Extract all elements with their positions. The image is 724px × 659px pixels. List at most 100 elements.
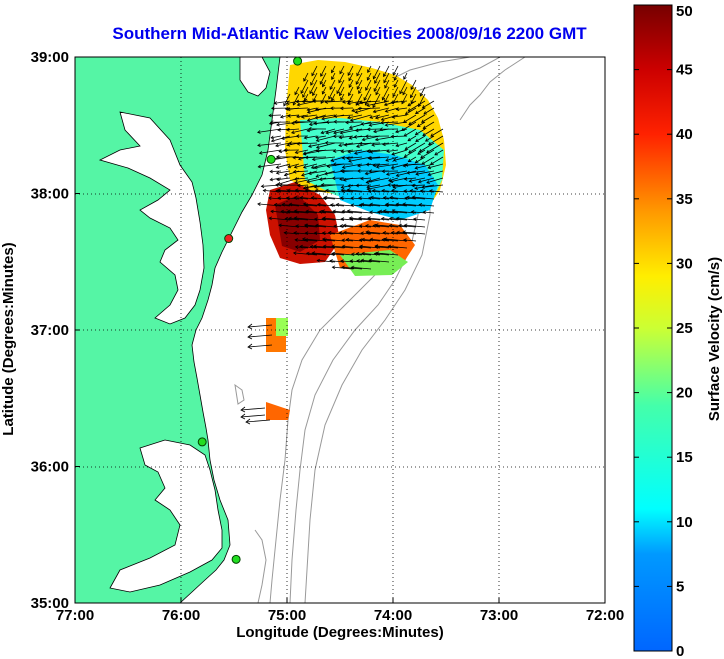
colorbar-tick-label-2: 10 bbox=[676, 514, 693, 531]
velocity-arrow bbox=[381, 218, 399, 221]
grid-lines bbox=[75, 57, 605, 603]
velocity-arrow-head bbox=[315, 174, 320, 178]
velocity-arrow-head bbox=[288, 141, 293, 145]
velocity-arrow bbox=[373, 79, 381, 92]
velocity-arrow-head bbox=[315, 138, 320, 143]
velocity-arrow bbox=[322, 238, 345, 242]
velocity-arrow bbox=[287, 163, 300, 168]
velocity-arrow-head bbox=[374, 115, 379, 120]
velocity-arrow bbox=[338, 72, 345, 83]
velocity-arrow bbox=[270, 210, 291, 214]
velocity-arrow bbox=[342, 190, 354, 193]
velocity-arrow-head bbox=[386, 149, 390, 154]
velocity-arrow-head bbox=[257, 130, 261, 134]
delaware-bay bbox=[239, 57, 271, 97]
velocity-arrow-head bbox=[370, 195, 374, 200]
velocity-arrow-head bbox=[300, 114, 305, 119]
velocity-arrow-head bbox=[329, 259, 333, 263]
velocity-arrow bbox=[321, 210, 345, 214]
velocity-arrow-head bbox=[295, 224, 299, 228]
velocity-arrow-head bbox=[349, 118, 354, 122]
velocity-arrow-head bbox=[350, 265, 355, 270]
land-mass bbox=[75, 57, 281, 603]
velocity-arrow-head bbox=[326, 164, 331, 168]
velocity-arrow-head bbox=[356, 72, 360, 77]
velocity-arrow bbox=[403, 114, 417, 123]
velocity-arrow bbox=[339, 135, 354, 139]
velocity-arrow-head bbox=[414, 159, 419, 164]
velocity-arrow-head bbox=[398, 223, 402, 228]
velocity-arrow-head bbox=[361, 237, 365, 242]
velocity-arrow bbox=[413, 218, 426, 221]
colorbar bbox=[633, 4, 673, 652]
velocity-arrow-head bbox=[393, 77, 398, 81]
velocity-arrow-head bbox=[321, 231, 326, 235]
velocity-arrow-head bbox=[247, 323, 253, 330]
velocity-arrow-head bbox=[275, 154, 280, 159]
velocity-arrow-head bbox=[395, 107, 400, 112]
velocity-arrow bbox=[417, 121, 426, 127]
velocity-arrow bbox=[257, 142, 282, 146]
velocity-arrow bbox=[407, 100, 417, 107]
velocity-arrow-head bbox=[318, 177, 323, 182]
velocity-arrow-head bbox=[428, 189, 433, 193]
velocity-arrow bbox=[304, 224, 327, 228]
velocity-arrow-head bbox=[402, 163, 407, 168]
velocity-arrow-head bbox=[325, 120, 330, 125]
velocity-arrow-head bbox=[294, 91, 298, 96]
velocity-arrow bbox=[421, 184, 444, 188]
velocity-arrow-head bbox=[283, 148, 287, 153]
velocity-arrow bbox=[369, 156, 390, 159]
velocity-arrow-head bbox=[368, 123, 373, 127]
velocity-arrow-head bbox=[301, 99, 306, 104]
velocity-arrow-head bbox=[382, 209, 387, 213]
colorbar-tick-label-1: 5 bbox=[676, 578, 684, 595]
velocity-arrow-head bbox=[415, 172, 419, 176]
velocity-arrow bbox=[368, 177, 381, 182]
velocity-arrow-head bbox=[380, 216, 385, 221]
velocity-arrow-head bbox=[385, 158, 389, 162]
velocity-arrow-head bbox=[304, 188, 309, 193]
velocity-arrow-head bbox=[303, 135, 308, 140]
velocity-arrow bbox=[408, 114, 426, 125]
velocity-arrow bbox=[382, 142, 399, 145]
velocity-arrow bbox=[408, 156, 417, 162]
velocity-arrow-head bbox=[423, 111, 427, 115]
velocity-arrow bbox=[315, 135, 327, 139]
velocity-arrow bbox=[358, 86, 363, 94]
velocity-arrow-head bbox=[372, 104, 376, 109]
velocity-arrow bbox=[303, 203, 327, 207]
velocity-arrow-head bbox=[345, 237, 350, 242]
velocity-arrow-head bbox=[275, 170, 280, 175]
velocity-arrow-head bbox=[258, 150, 263, 155]
velocity-arrow-head bbox=[366, 186, 371, 191]
y-tick-label-2: 37:00 bbox=[31, 322, 69, 339]
velocity-arrow bbox=[359, 100, 381, 103]
velocity-arrow bbox=[392, 114, 408, 118]
velocity-arrow-head bbox=[342, 100, 346, 104]
velocity-arrow-head bbox=[321, 209, 325, 214]
velocity-arrow-head bbox=[321, 116, 325, 121]
velocity-arrow bbox=[407, 100, 426, 112]
velocity-arrow-head bbox=[315, 223, 319, 228]
velocity-arrow-head bbox=[286, 188, 291, 193]
velocity-arrow bbox=[314, 163, 336, 169]
velocity-arrow-head bbox=[383, 73, 387, 78]
velocity-arrow bbox=[315, 114, 336, 119]
velocity-arrow bbox=[322, 232, 336, 235]
x-tick-label-4: 73:00 bbox=[480, 607, 518, 624]
velocity-arrow bbox=[393, 79, 399, 88]
velocity-arrow bbox=[320, 65, 327, 77]
velocity-arrow-head bbox=[407, 102, 412, 107]
velocity-arrow-head bbox=[339, 224, 344, 228]
velocity-arrow-head bbox=[387, 244, 392, 249]
velocity-arrow bbox=[375, 246, 390, 249]
velocity-arrow bbox=[372, 93, 381, 108]
velocity-arrow bbox=[301, 114, 318, 118]
velocity-arrow-head bbox=[300, 90, 304, 94]
velocity-arrow bbox=[305, 204, 318, 207]
velocity-arrow-head bbox=[260, 184, 265, 189]
velocity-arrow bbox=[342, 245, 363, 249]
velocity-arrow bbox=[274, 204, 291, 207]
velocity-arrow-head bbox=[333, 224, 337, 229]
